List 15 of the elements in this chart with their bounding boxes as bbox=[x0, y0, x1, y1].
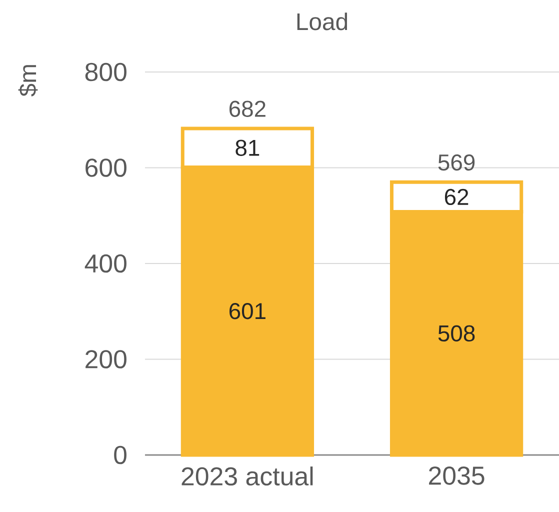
y-tick-label: 200 bbox=[86, 350, 126, 368]
y-tick-label: 0 bbox=[114, 446, 126, 464]
x-tick-label: 2035 bbox=[429, 466, 484, 485]
data-label: 62 bbox=[444, 188, 468, 206]
data-label: 81 bbox=[236, 140, 260, 156]
x-tick-label: 2023 actual bbox=[182, 466, 313, 486]
data-label: 508 bbox=[438, 325, 475, 342]
y-axis-title: $m bbox=[18, 65, 38, 96]
y-tick-label: 600 bbox=[86, 158, 126, 177]
data-label: 601 bbox=[229, 303, 266, 320]
y-tick-label: 800 bbox=[85, 62, 126, 82]
total-label: 569 bbox=[438, 154, 475, 171]
total-label: 682 bbox=[229, 100, 266, 117]
y-tick-label: 400 bbox=[84, 254, 126, 273]
chart-title: Load bbox=[297, 12, 348, 30]
